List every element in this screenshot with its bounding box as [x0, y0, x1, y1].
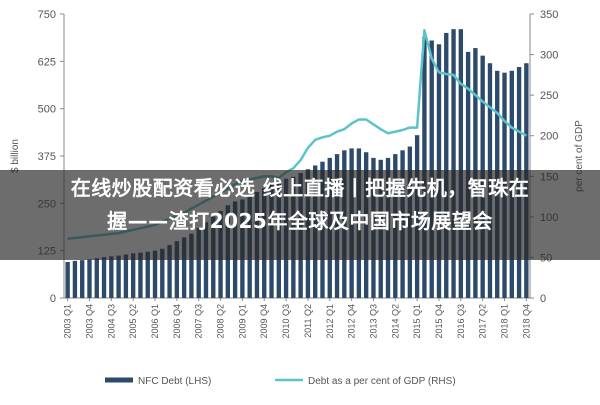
- bar-nfc-debt: [174, 241, 180, 298]
- x-tick-label: 2003 Q4: [84, 304, 94, 339]
- x-tick-label: 2011 Q2: [303, 304, 313, 338]
- bar-nfc-debt: [458, 29, 464, 298]
- x-tick-label: 2007 Q3: [194, 304, 204, 339]
- x-tick-label: 2009 Q1: [237, 304, 247, 339]
- x-tick-label: 2006 Q1: [150, 304, 160, 339]
- right-tick-label: 350: [540, 9, 558, 21]
- bar-nfc-debt: [130, 253, 136, 298]
- x-tick-label: 2006 Q4: [172, 304, 182, 339]
- x-tick-label: 2012 Q1: [325, 304, 335, 339]
- x-tick-label: 2013 Q3: [368, 304, 378, 339]
- right-axis-title: per cent of GDP: [574, 120, 585, 192]
- bar-nfc-debt: [138, 252, 143, 298]
- x-tick-label: 2016 Q3: [456, 304, 466, 339]
- bar-nfc-debt: [80, 260, 85, 298]
- left-tick-label: 625: [38, 56, 56, 68]
- left-tick-label: 500: [38, 104, 56, 116]
- bar-nfc-debt: [429, 40, 434, 299]
- bar-nfc-debt: [123, 254, 129, 298]
- bar-nfc-debt: [101, 257, 107, 298]
- left-axis-title: $ billion: [10, 139, 21, 173]
- left-tick-label: 375: [38, 151, 56, 163]
- bar-nfc-debt: [160, 248, 165, 298]
- bar-nfc-debt: [181, 237, 187, 298]
- right-tick-label: 300: [540, 50, 558, 62]
- bar-nfc-debt: [422, 36, 427, 298]
- bar-nfc-debt: [152, 250, 158, 298]
- x-tick-label: 2015 Q1: [412, 304, 422, 339]
- bar-nfc-debt: [145, 251, 150, 298]
- left-tick-label: 0: [50, 293, 56, 305]
- bar-nfc-debt: [196, 227, 201, 298]
- bar-nfc-debt: [65, 262, 70, 298]
- x-tick-label: 2017 Q2: [478, 304, 488, 339]
- x-tick-label: 2015 Q4: [434, 304, 444, 339]
- bar-nfc-debt: [109, 256, 114, 298]
- bar-nfc-debt: [87, 259, 92, 298]
- banner-text-line-1[interactable]: 在线炒股配资看必选 线上直播丨把握先机，智珠在: [70, 176, 530, 200]
- x-tick-label: 2003 Q1: [63, 304, 73, 339]
- x-tick-label: 2014 Q2: [390, 304, 400, 339]
- x-tick-label: 2005 Q2: [128, 304, 138, 339]
- right-tick-label: 250: [540, 90, 558, 102]
- right-tick-label: 0: [540, 293, 546, 305]
- bar-nfc-debt: [444, 32, 449, 298]
- legend-label-debt-pct-gdp: Debt as a per cent of GDP (RHS): [308, 376, 456, 387]
- bar-nfc-debt: [94, 258, 99, 298]
- bar-nfc-debt: [167, 244, 172, 298]
- x-tick-label: 2018 Q4: [521, 304, 531, 339]
- x-tick-label: 2010 Q3: [281, 304, 291, 339]
- bar-nfc-debt: [451, 29, 456, 298]
- bar-nfc-debt: [189, 233, 194, 298]
- overlay-banner[interactable]: [0, 170, 600, 260]
- bar-nfc-debt: [203, 222, 209, 298]
- x-tick-label: 2004 Q3: [106, 304, 116, 339]
- banner-text-line-2[interactable]: 握——渣打2025年全球及中国市场展望会: [107, 209, 493, 233]
- x-tick-label: 2009 Q4: [259, 304, 269, 339]
- left-tick-label: 750: [38, 9, 56, 21]
- bar-nfc-debt: [116, 255, 121, 298]
- bar-nfc-debt: [72, 260, 78, 298]
- legend-label-nfc-debt: NFC Debt (LHS): [138, 376, 211, 387]
- right-tick-label: 200: [540, 131, 558, 143]
- x-tick-label: 2012 Q4: [347, 304, 357, 339]
- x-tick-label: 2018 Q1: [500, 304, 510, 339]
- x-tick-label: 2008 Q2: [216, 304, 226, 339]
